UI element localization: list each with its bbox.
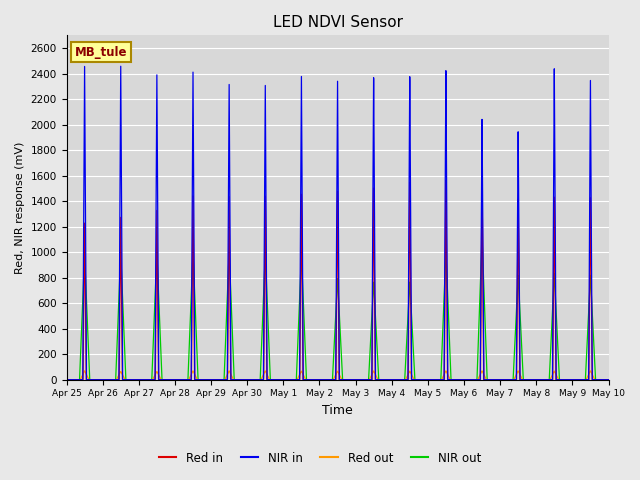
Red in: [605, 377, 612, 383]
Red out: [189, 369, 196, 375]
Line: NIR in: NIR in: [67, 66, 609, 380]
NIR out: [605, 377, 612, 383]
X-axis label: Time: Time: [322, 404, 353, 417]
Red in: [267, 377, 275, 383]
NIR in: [63, 377, 70, 383]
NIR out: [478, 234, 486, 240]
NIR in: [117, 63, 125, 69]
NIR in: [267, 377, 275, 383]
Red out: [63, 377, 70, 383]
Red in: [600, 377, 608, 383]
Red out: [191, 372, 199, 378]
NIR in: [605, 377, 612, 383]
Red out: [587, 368, 595, 373]
NIR out: [600, 377, 608, 383]
NIR out: [191, 306, 199, 312]
Text: MB_tule: MB_tule: [75, 46, 127, 59]
NIR out: [63, 377, 70, 383]
Red out: [605, 377, 612, 383]
Red out: [305, 377, 313, 383]
NIR in: [195, 377, 202, 383]
Red in: [189, 261, 196, 266]
Legend: Red in, NIR in, Red out, NIR out: Red in, NIR in, Red out, NIR out: [154, 447, 486, 469]
Title: LED NDVI Sensor: LED NDVI Sensor: [273, 15, 403, 30]
Red in: [63, 377, 70, 383]
NIR out: [194, 377, 202, 383]
Red out: [267, 377, 275, 383]
Red in: [191, 377, 199, 383]
NIR in: [191, 377, 199, 383]
Red out: [194, 377, 202, 383]
Red in: [478, 175, 486, 181]
NIR in: [189, 156, 196, 161]
Line: NIR out: NIR out: [67, 237, 609, 380]
NIR out: [267, 377, 275, 383]
Red in: [194, 377, 202, 383]
Line: Red in: Red in: [67, 178, 609, 380]
Red in: [305, 377, 313, 383]
Line: Red out: Red out: [67, 371, 609, 380]
NIR in: [600, 377, 608, 383]
NIR out: [189, 263, 196, 269]
Y-axis label: Red, NIR response (mV): Red, NIR response (mV): [15, 141, 25, 274]
Red out: [600, 377, 608, 383]
NIR in: [306, 377, 314, 383]
NIR out: [305, 377, 313, 383]
